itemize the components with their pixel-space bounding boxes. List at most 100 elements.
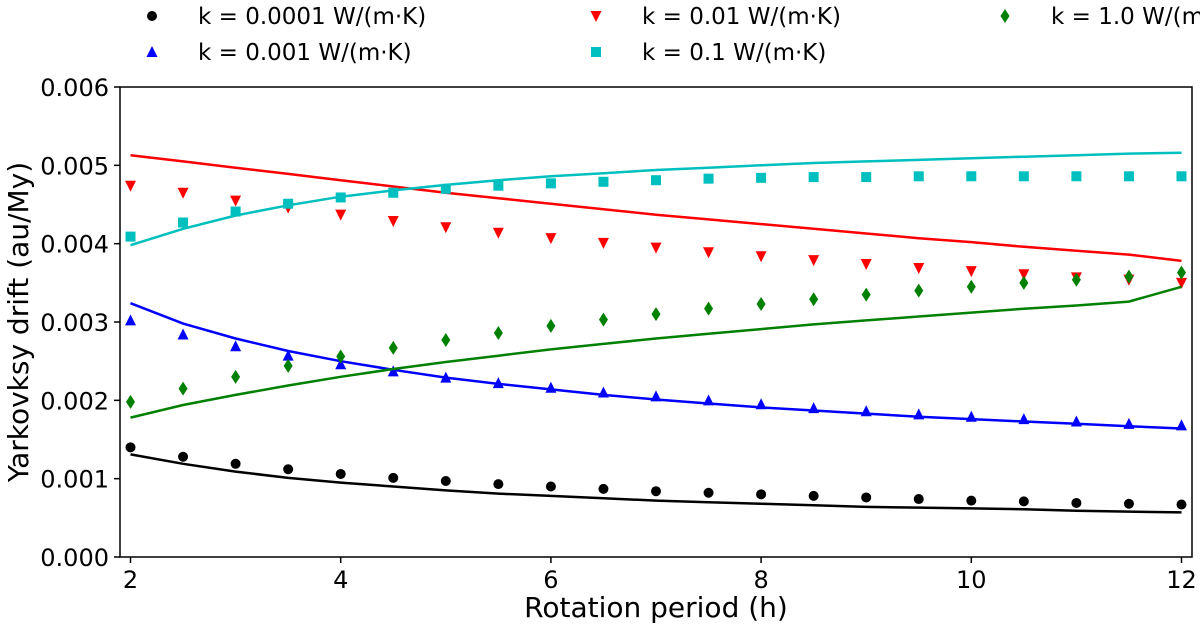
series-5-point — [1176, 265, 1186, 280]
series-3-point — [230, 195, 242, 207]
series-1-point — [1018, 496, 1029, 507]
legend-label: k = 0.001 W/(m·K) — [198, 40, 412, 66]
series-3-point — [965, 266, 977, 278]
series-1-point — [808, 490, 819, 501]
series-4-curve — [130, 151, 1182, 247]
series-4-point — [283, 198, 294, 209]
series-2-point — [387, 365, 399, 377]
series-2-point — [125, 314, 137, 326]
legend-item: k = 0.01 W/(m·K) — [590, 4, 841, 30]
y-tick-label: 0.003 — [40, 309, 109, 337]
series-2-point — [650, 390, 662, 402]
series-1-point — [178, 451, 189, 462]
legend-item: k = 0.0001 W/(m·K) — [147, 4, 426, 30]
y-tick-label: 0.001 — [40, 466, 109, 494]
series-1-point — [1071, 497, 1082, 508]
series-2-point — [492, 377, 504, 389]
series-4-point — [966, 171, 977, 182]
series-5-point — [756, 296, 766, 311]
y-tick-label: 0.005 — [40, 152, 109, 180]
series-4-point — [598, 176, 609, 187]
series-1-point — [1123, 498, 1134, 509]
series-2-point — [1070, 415, 1082, 427]
series-1-curve — [130, 453, 1182, 514]
series-4-point — [808, 172, 819, 183]
series-1-point — [703, 487, 714, 498]
series-1-point — [861, 492, 872, 503]
series-5-point — [966, 279, 976, 294]
series-5-point — [441, 333, 451, 348]
series-2-point — [808, 402, 820, 414]
series-2-point — [545, 381, 557, 393]
series-4-point — [545, 178, 556, 189]
series-3-point — [125, 180, 137, 192]
legend-item: k = 1.0 W/(m·K) — [1000, 4, 1200, 30]
x-tick-label: 2 — [123, 566, 138, 594]
x-tick-label: 12 — [1166, 566, 1197, 594]
series-4-point — [756, 172, 767, 183]
series-5-point — [1071, 272, 1081, 287]
series-1-point — [493, 479, 504, 490]
series-2-point — [282, 349, 294, 361]
series-4-point — [493, 180, 504, 191]
series-1-point — [1176, 499, 1187, 510]
series-4-point — [703, 173, 714, 184]
series-5-point — [126, 394, 136, 409]
x-tick-label: 10 — [956, 566, 987, 594]
series-2-point — [440, 371, 452, 383]
series-2-point — [1123, 417, 1135, 429]
series-3-point — [335, 209, 347, 221]
legend-marker — [1000, 9, 1010, 23]
series-5-point — [231, 369, 241, 384]
legend-marker — [590, 11, 602, 22]
series-5-point — [388, 340, 398, 355]
legend-marker — [147, 11, 157, 21]
series-1-point — [440, 476, 451, 487]
series-3-point — [650, 242, 662, 254]
series-4-point — [125, 231, 136, 242]
series-3-point — [492, 227, 504, 239]
series-4-point — [388, 187, 399, 198]
series-4-point — [230, 206, 241, 217]
series-2-point — [335, 358, 347, 370]
series-2-point — [597, 386, 609, 398]
series-1-point — [335, 468, 346, 479]
legend-marker — [146, 46, 158, 57]
legend-label: k = 1.0 W/(m·K) — [1051, 4, 1200, 30]
series-3-point — [597, 237, 609, 249]
x-tick-label: 6 — [543, 566, 558, 594]
x-axis-title: Rotation period (h) — [524, 591, 788, 624]
y-tick-label: 0.004 — [40, 231, 109, 259]
series-4-point — [440, 183, 451, 194]
series-3-point — [755, 251, 767, 263]
series-3-curve — [130, 153, 1182, 263]
series-3-point — [387, 215, 399, 227]
series-2-point — [913, 408, 925, 420]
series-2-point — [703, 394, 715, 406]
series-5-point — [1124, 269, 1134, 284]
series-5-point — [651, 307, 661, 322]
series-3-point — [860, 259, 872, 271]
y-tick-label: 0.000 — [40, 544, 109, 572]
series-3-point — [703, 247, 715, 259]
series-2-point — [1018, 413, 1030, 425]
series-5-point — [1019, 275, 1029, 290]
series-5-point — [493, 325, 503, 340]
series-2-point — [965, 410, 977, 422]
series-1-point — [388, 472, 399, 483]
series-1-point — [913, 494, 924, 505]
legend-item: k = 0.001 W/(m·K) — [146, 40, 412, 66]
series-5-point — [704, 301, 714, 316]
legend-label: k = 0.01 W/(m·K) — [642, 4, 841, 30]
series-3-point — [545, 233, 557, 245]
series-5-point — [283, 358, 293, 373]
legend-marker — [591, 47, 601, 57]
series-3-point — [1175, 277, 1187, 289]
series-4-point — [651, 175, 661, 186]
series-5-point — [546, 318, 556, 333]
series-4-point — [1123, 171, 1134, 182]
y-axis-title: Yarkovksy drift (au/My) — [2, 162, 35, 483]
series-1-point — [598, 483, 609, 494]
y-tick-label: 0.006 — [40, 74, 109, 102]
